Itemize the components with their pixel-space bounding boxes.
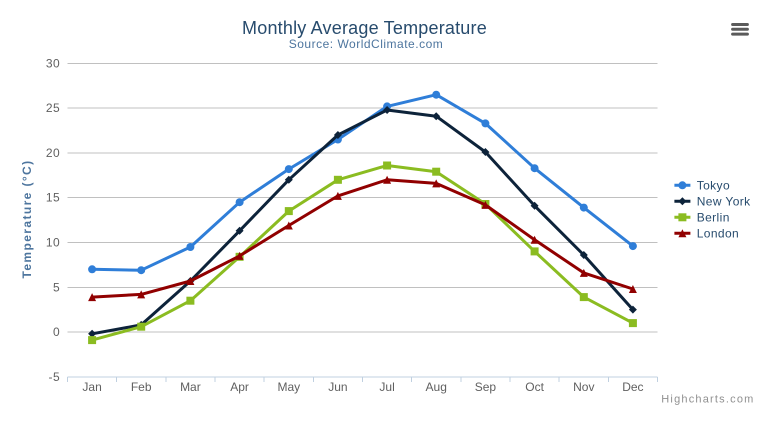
svg-text:May: May	[277, 380, 300, 394]
svg-text:10: 10	[46, 236, 60, 250]
svg-text:Berlin: Berlin	[697, 211, 730, 225]
svg-text:Tokyo: Tokyo	[697, 179, 730, 193]
svg-text:Highcharts.com: Highcharts.com	[661, 393, 754, 405]
svg-text:20: 20	[46, 146, 60, 160]
svg-text:-5: -5	[49, 370, 61, 384]
svg-text:0: 0	[53, 325, 60, 339]
svg-text:London: London	[697, 227, 739, 241]
svg-text:Apr: Apr	[230, 380, 249, 394]
svg-text:Jun: Jun	[328, 380, 347, 394]
svg-text:Nov: Nov	[573, 380, 594, 394]
svg-text:Aug: Aug	[426, 380, 447, 394]
svg-text:15: 15	[46, 191, 60, 205]
svg-text:Feb: Feb	[131, 380, 152, 394]
svg-text:5: 5	[53, 280, 60, 294]
svg-text:Jan: Jan	[82, 380, 101, 394]
svg-text:Jul: Jul	[379, 380, 394, 394]
svg-text:Dec: Dec	[622, 380, 643, 394]
svg-text:Oct: Oct	[525, 380, 544, 394]
svg-text:Temperature (°C): Temperature (°C)	[20, 160, 34, 279]
svg-text:25: 25	[46, 101, 60, 115]
svg-text:30: 30	[46, 56, 60, 70]
svg-text:Mar: Mar	[180, 380, 201, 394]
svg-text:Monthly Average Temperature: Monthly Average Temperature	[242, 18, 487, 38]
svg-text:New York: New York	[697, 195, 751, 209]
svg-text:Sep: Sep	[475, 380, 497, 394]
svg-text:Source: WorldClimate.com: Source: WorldClimate.com	[289, 37, 444, 51]
